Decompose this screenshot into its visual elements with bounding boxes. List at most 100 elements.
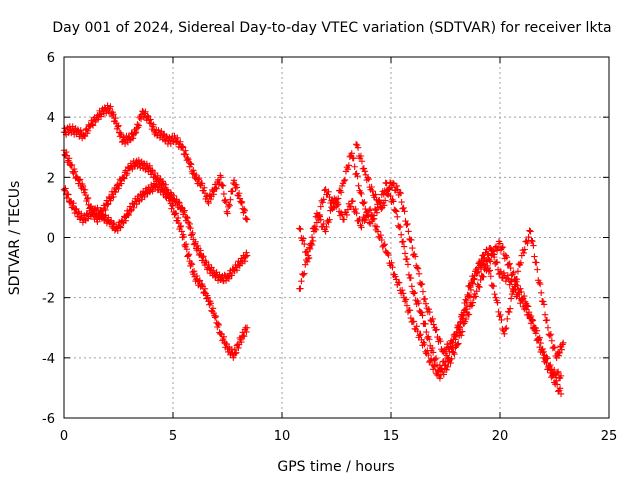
data-point-fill	[463, 297, 470, 305]
data-point-fill	[459, 312, 466, 319]
data-point	[185, 156, 192, 163]
data-point	[313, 210, 321, 217]
data-point-fill	[325, 188, 332, 196]
data-point-fill	[398, 198, 405, 206]
data-point-fill	[403, 302, 411, 309]
data-point-fill	[183, 213, 191, 221]
data-point-fill	[179, 143, 186, 150]
data-point-fill	[418, 280, 426, 288]
data-point-fill	[513, 276, 521, 283]
data-point-fill	[361, 217, 368, 224]
data-point-fill	[460, 309, 467, 316]
data-point	[366, 219, 373, 226]
data-point-fill	[188, 261, 196, 268]
data-point-fill	[476, 283, 483, 291]
data-point-fill	[115, 122, 122, 129]
data-point-fill	[376, 196, 383, 204]
data-point-fill	[229, 188, 236, 195]
data-point-fill	[523, 302, 531, 309]
data-point-fill	[404, 261, 412, 268]
data-point-fill	[428, 355, 435, 363]
data-point-fill	[415, 270, 423, 278]
data-point-fill	[124, 210, 132, 218]
data-point-fill	[546, 332, 554, 339]
data-point-fill	[365, 175, 372, 183]
x-axis-label: GPS time / hours	[277, 459, 394, 475]
data-point-fill	[169, 201, 177, 209]
data-point	[444, 363, 451, 371]
data-point-fill	[187, 259, 195, 267]
data-point-fill	[150, 121, 157, 128]
data-point-fill	[535, 336, 542, 343]
data-point-fill	[550, 371, 557, 379]
data-point-fill	[514, 268, 522, 275]
data-point	[418, 309, 425, 316]
data-point-fill	[207, 300, 214, 307]
plot-frame	[63, 56, 610, 419]
data-point-fill	[242, 215, 249, 222]
data-point-fill	[70, 169, 77, 177]
data-point-fill	[491, 290, 498, 298]
data-point-fill	[122, 217, 129, 224]
data-point-fill	[127, 207, 135, 215]
data-point	[505, 261, 512, 268]
data-point-fill	[186, 220, 193, 228]
data-point-fill	[89, 122, 97, 129]
data-point-fill	[373, 209, 381, 216]
x-tick-label: 15	[383, 429, 400, 444]
data-point-fill	[497, 311, 504, 319]
data-point-fill	[397, 223, 404, 231]
data-point-fill	[125, 211, 132, 219]
data-point-fill	[212, 312, 220, 320]
data-point-fill	[506, 305, 514, 312]
data-point-fill	[190, 167, 197, 174]
data-point-fill	[368, 183, 375, 191]
data-point-fill	[494, 299, 501, 306]
data-point-fill	[404, 220, 411, 228]
data-point-fill	[185, 223, 193, 231]
data-point-fill	[241, 333, 248, 340]
data-point-fill	[212, 184, 220, 191]
data-point-fill	[320, 220, 327, 228]
data-point-fill	[344, 166, 352, 173]
data-point-fill	[349, 197, 356, 205]
data-point-fill	[458, 332, 465, 339]
data-point	[457, 318, 464, 325]
data-point-fill	[62, 185, 69, 192]
data-point-fill	[429, 349, 437, 356]
data-point-fill	[300, 235, 307, 242]
data-point	[204, 294, 212, 301]
data-point-fill	[389, 196, 396, 204]
data-point-fill	[419, 312, 426, 319]
data-points	[60, 102, 567, 398]
data-point	[392, 273, 399, 280]
data-point-fill	[121, 175, 128, 182]
data-point-fill	[473, 287, 480, 295]
y-tick-label: 4	[47, 111, 55, 126]
data-point-fill	[385, 184, 393, 192]
data-point-fill	[135, 122, 143, 129]
data-point-fill	[115, 185, 122, 192]
data-point-fill	[104, 201, 111, 208]
data-point-fill	[308, 234, 316, 241]
data-point-fill	[168, 205, 175, 212]
data-point-fill	[467, 284, 474, 291]
data-point-fill	[189, 229, 196, 237]
data-point	[322, 228, 329, 235]
data-point	[185, 252, 192, 259]
data-point-fill	[449, 339, 457, 347]
data-point-fill	[525, 233, 532, 241]
data-point-fill	[403, 255, 411, 263]
data-point-fill	[225, 275, 233, 282]
x-tick-label: 20	[492, 429, 509, 444]
data-point-fill	[500, 269, 508, 277]
data-point	[405, 228, 412, 235]
data-point-fill	[112, 114, 119, 122]
data-point-fill	[201, 285, 209, 292]
data-point-fill	[297, 225, 304, 233]
data-point-fill	[213, 185, 220, 192]
data-point-fill	[521, 246, 528, 253]
data-point-fill	[412, 253, 419, 260]
data-point-fill	[456, 324, 463, 331]
data-point-fill	[370, 215, 378, 222]
